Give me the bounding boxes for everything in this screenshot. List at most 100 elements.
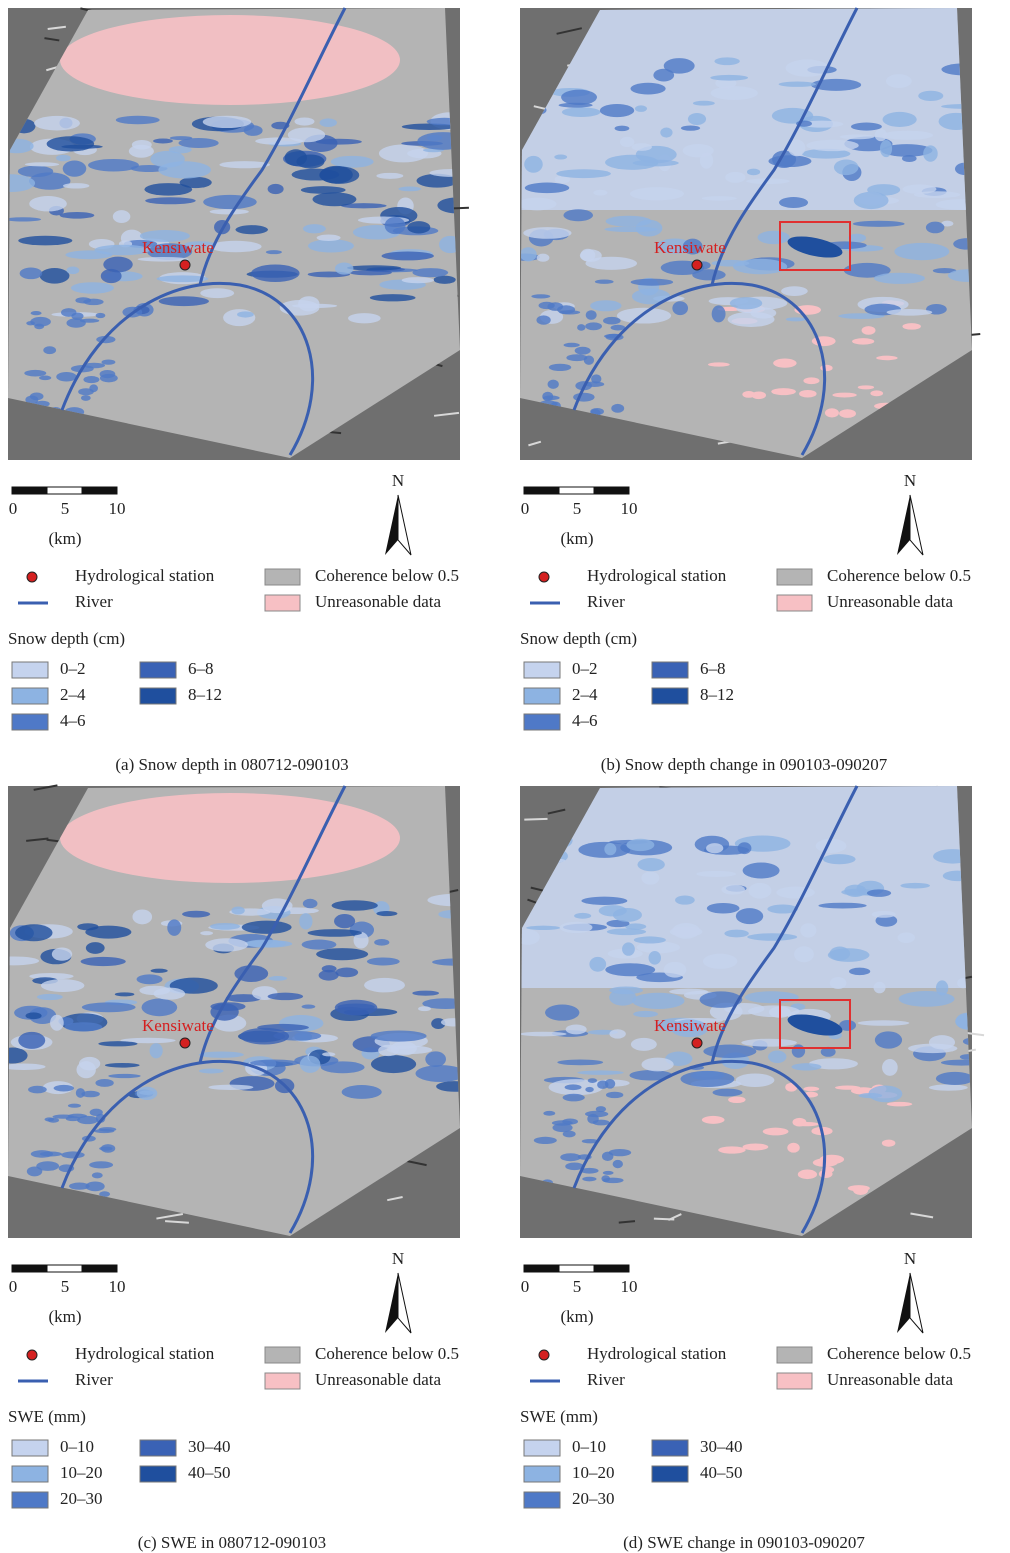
snow-patch (634, 936, 666, 943)
snow-patch (56, 155, 71, 162)
snow-patch (536, 315, 550, 324)
scale-segment (524, 1265, 559, 1272)
snow-patch (518, 198, 557, 211)
snow-patch (589, 957, 606, 972)
snow-patch (603, 317, 621, 325)
legend-label: Unreasonable data (827, 592, 953, 611)
north-label: N (392, 1249, 404, 1268)
snow-patch (703, 954, 737, 969)
snow-patch (622, 942, 635, 955)
snow-patch (342, 1085, 382, 1099)
scale-label: 5 (61, 1277, 70, 1296)
north-arrow (398, 1273, 411, 1333)
scale-segment (82, 1265, 117, 1272)
map-panel: Kensiwate0510(km)NHydrological stationRi… (0, 778, 505, 1553)
snow-patch (370, 294, 416, 301)
class-label: 6–8 (188, 659, 214, 678)
legend-station-icon (539, 572, 549, 582)
snow-patch (24, 370, 46, 377)
north-label: N (904, 471, 916, 490)
snow-patch (223, 309, 255, 326)
legend-swatch (265, 1373, 300, 1389)
snow-patch (39, 376, 51, 381)
snow-patch (210, 209, 249, 214)
snow-patch (322, 1052, 335, 1056)
snow-patch (441, 1018, 466, 1026)
snow-patch (768, 1051, 786, 1064)
north-label: N (392, 471, 404, 490)
unreasonable-area (60, 793, 400, 883)
snow-patch (853, 221, 905, 227)
snow-patch (313, 192, 357, 206)
snow-patch (721, 884, 745, 894)
snow-patch (82, 1002, 136, 1012)
snow-patch (76, 1061, 95, 1078)
scale-label: 0 (9, 1277, 18, 1296)
snow-patch (96, 313, 106, 318)
figure: Kensiwate0510(km)NHydrological stationRi… (0, 0, 1010, 1553)
snow-patch (609, 986, 643, 994)
snow-patch (563, 1131, 576, 1138)
legend-swatch (777, 1373, 812, 1389)
unreasonable-patch (718, 1146, 745, 1153)
snow-patch (880, 140, 892, 157)
snow-patch (574, 913, 591, 919)
snow-patch (563, 209, 593, 221)
snow-patch (68, 1104, 81, 1108)
snow-patch (748, 883, 771, 899)
scale-segment (524, 487, 559, 494)
snow-patch (94, 1129, 114, 1133)
snow-patch (137, 974, 163, 984)
snow-patch (883, 112, 917, 127)
snow-patch (385, 217, 406, 234)
snow-patch (712, 305, 726, 322)
snow-patch (203, 116, 251, 128)
class-label: 30–40 (188, 1437, 231, 1456)
station-label: Kensiwate (142, 238, 214, 257)
legend-label: Hydrological station (75, 566, 215, 585)
snow-patch (626, 839, 654, 851)
snow-patch (637, 858, 664, 871)
snow-patch (83, 376, 99, 383)
caption: (b) Snow depth change in 090103-090207 (601, 755, 888, 774)
unreasonable-patch (771, 388, 796, 395)
snow-patch (669, 989, 708, 995)
snow-patch (800, 923, 816, 937)
class-swatch (652, 688, 688, 704)
snow-patch (317, 235, 341, 242)
snow-patch (882, 1059, 898, 1076)
unreasonable-patch (832, 393, 856, 398)
snow-patch (672, 301, 688, 315)
snow-patch (564, 343, 580, 347)
snow-patch (151, 969, 168, 973)
class-label: 0–2 (60, 659, 86, 678)
class-label: 40–50 (700, 1463, 743, 1482)
snow-patch (747, 933, 797, 940)
legend-station-icon (539, 1350, 549, 1360)
legend-label: River (587, 592, 625, 611)
snow-patch (613, 1160, 623, 1168)
snow-patch (40, 268, 70, 284)
snow-patch (92, 1172, 103, 1178)
scale-segment (594, 1265, 629, 1272)
snow-patch (83, 299, 103, 305)
legend-label: Coherence below 0.5 (315, 566, 459, 585)
snow-patch (702, 196, 737, 201)
snow-patch (31, 311, 42, 315)
legend-swatch (777, 595, 812, 611)
class-label: 8–12 (700, 685, 734, 704)
snow-patch (941, 1060, 983, 1066)
north-arrow (897, 495, 910, 555)
snow-patch (556, 169, 611, 178)
unreasonable-patch (728, 1096, 745, 1103)
station-label: Kensiwate (654, 1016, 726, 1035)
unreasonable-patch (751, 391, 766, 399)
snow-patch (334, 914, 355, 928)
snow-patch (0, 139, 34, 154)
snow-patch (548, 380, 559, 389)
snow-patch (48, 1118, 59, 1123)
snow-patch (630, 187, 684, 200)
snow-patch (65, 1022, 103, 1031)
unreasonable-patch (870, 390, 883, 396)
